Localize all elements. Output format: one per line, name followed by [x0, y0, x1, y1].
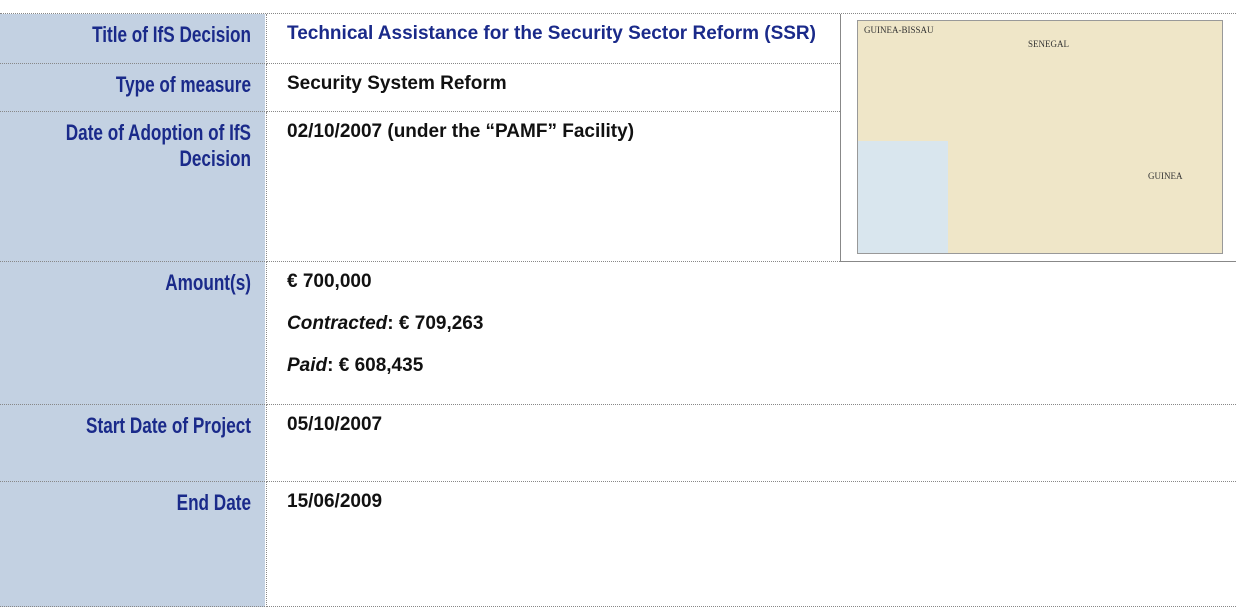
map-cell: GUINEA-BISSAU SENEGAL GUINEA	[840, 14, 1236, 262]
label-cell: End Date	[0, 482, 265, 607]
value-cell: 02/10/2007 (under the “PAMF” Facility)	[266, 112, 840, 262]
row-label: Amount(s)	[165, 270, 251, 295]
value-text: : € 608,435	[327, 355, 424, 376]
row-label: Title of IfS Decision	[92, 22, 251, 47]
land	[858, 21, 1222, 141]
value-cell: € 700,000 Contracted: € 709,263 Paid: € 60…	[266, 262, 1236, 405]
top-border	[0, 13, 1236, 14]
value-line: 05/10/2007	[287, 413, 1236, 437]
value-line: Contracted: € 709,263	[287, 312, 1236, 336]
value-text: Technical Assistance for the Security Se…	[287, 23, 816, 44]
value-prefix: Contracted	[287, 313, 388, 334]
value-line: Security System Reform	[287, 72, 840, 96]
value-text: 02/10/2007 (under the “PAMF” Facility)	[287, 121, 635, 142]
value-line: € 700,000	[287, 270, 1236, 294]
value-text: 15/06/2009	[287, 491, 383, 512]
label-cell: Start Date of Project	[0, 405, 265, 482]
map-label: GUINEA-BISSAU	[864, 25, 934, 35]
label-cell: Date of Adoption of IfS Decision	[0, 112, 265, 262]
value-line: Technical Assistance for the Security Se…	[287, 22, 840, 46]
value-text: Security System Reform	[287, 73, 507, 94]
row-label: End Date	[176, 490, 251, 515]
label-cell: Amount(s)	[0, 262, 265, 405]
value-cell: Technical Assistance for the Security Se…	[266, 14, 840, 64]
value-line: 15/06/2009	[287, 490, 1236, 514]
value-text: 05/10/2007	[287, 414, 383, 435]
map-label: SENEGAL	[1028, 39, 1069, 49]
value-prefix: Paid	[287, 355, 328, 376]
row-label: Start Date of Project	[86, 413, 251, 438]
value-cell: Security System Reform	[266, 64, 840, 112]
row-label: Date of Adoption of IfS Decision	[65, 120, 251, 171]
label-cell: Title of IfS Decision	[0, 14, 265, 64]
value-line: 02/10/2007 (under the “PAMF” Facility)	[287, 120, 840, 144]
land	[948, 131, 1222, 253]
value-cell: 05/10/2007	[266, 405, 1236, 482]
label-cell: Type of measure	[0, 64, 265, 112]
map: GUINEA-BISSAU SENEGAL GUINEA	[857, 20, 1223, 254]
row-label: Type of measure	[115, 72, 251, 97]
value-cell: 15/06/2009	[266, 482, 1236, 607]
value-text: € 700,000	[287, 271, 372, 292]
value-text: : € 709,263	[387, 313, 484, 334]
value-line: Paid: € 608,435	[287, 354, 1236, 378]
map-label: GUINEA	[1148, 171, 1183, 181]
